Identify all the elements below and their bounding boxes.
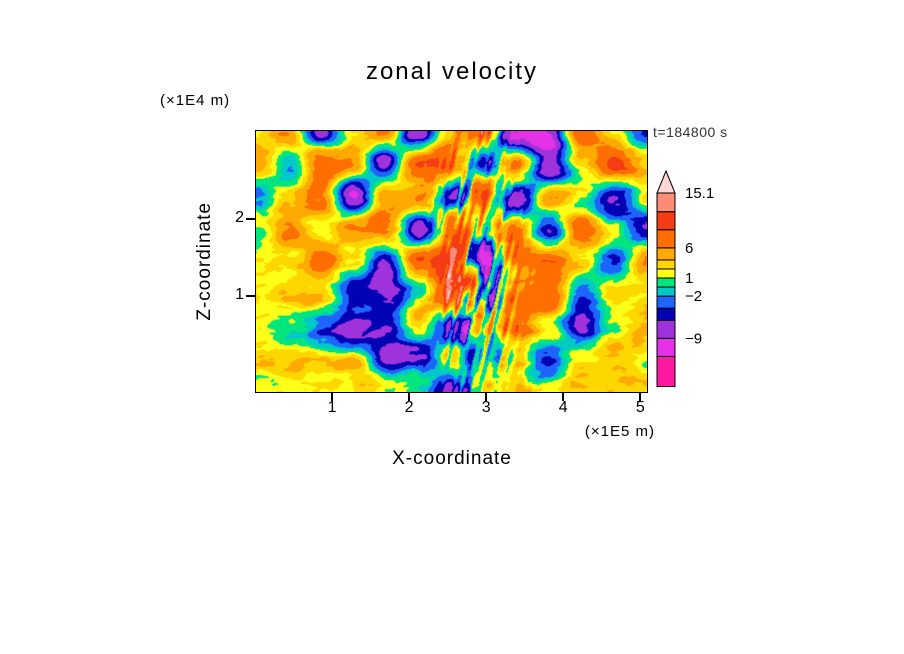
- colorbar-band: [656, 229, 676, 249]
- colorbar-label: −2: [685, 288, 702, 305]
- y-tick-label: 1: [235, 285, 244, 303]
- colorbar-band: [656, 268, 676, 279]
- colorbar-band: [656, 247, 676, 261]
- x-tick-label: 3: [481, 399, 491, 416]
- x-tick-label: 5: [635, 399, 645, 416]
- x-tick-mark: [331, 393, 334, 401]
- colorbar: 15.1 6 1−2 −9: [656, 169, 714, 388]
- x-tick-mark: [485, 393, 488, 401]
- y-tick-mark: [246, 217, 255, 220]
- colorbar-band: [656, 295, 676, 309]
- colorbar-pencil-tip-icon: [656, 169, 676, 194]
- x-tick-label: 2: [404, 399, 414, 416]
- colorbar-band: [656, 211, 676, 231]
- colorbar-label: 6: [685, 240, 693, 257]
- colorbar-label: 15.1: [685, 185, 714, 202]
- y-tick-mark: [246, 294, 255, 297]
- x-axis-label: X-coordinate: [392, 448, 512, 469]
- colorbar-band: [656, 192, 676, 213]
- colorbar-band: [656, 319, 676, 339]
- x-tick-mark: [562, 393, 565, 401]
- x-tick-label: 4: [558, 399, 568, 416]
- plot-area: [255, 130, 648, 393]
- colorbar-band: [656, 337, 676, 357]
- colorbar-band: [656, 277, 676, 288]
- time-label: t=184800 s: [653, 124, 728, 140]
- z-axis-label: Z-coordinate: [194, 202, 215, 321]
- y-axis-units-label: (×1E4 m): [160, 92, 231, 109]
- x-tick-label: 1: [327, 399, 337, 416]
- z-axis-label-container: Z-coordinate: [188, 130, 222, 393]
- colorbar-label: 1: [685, 270, 693, 287]
- colorbar-band: [656, 307, 676, 321]
- x-axis-units-label: (×1E5 m): [584, 423, 655, 440]
- chart-title: zonal velocity: [365, 58, 539, 85]
- contour-canvas: [256, 131, 647, 392]
- colorbar-label: −9: [685, 330, 702, 347]
- colorbar-band: [656, 355, 676, 388]
- x-tick-mark: [408, 393, 411, 401]
- x-tick-mark: [639, 393, 642, 401]
- y-tick-label: 2: [235, 208, 244, 226]
- colorbar-band: [656, 259, 676, 270]
- colorbar-band: [656, 286, 676, 297]
